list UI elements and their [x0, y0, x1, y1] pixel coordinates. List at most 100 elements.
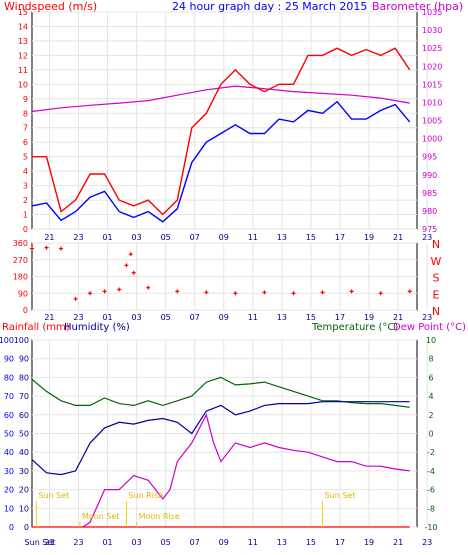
- wind-x-tick: 23: [422, 233, 432, 242]
- direction-point: [378, 291, 383, 296]
- baro-y-ticks: 975 980 985 990 995 1000 1005 1010 1015 1020 1025 1…: [422, 8, 442, 234]
- baro-y-tick: 975: [422, 225, 437, 234]
- rain-x-tick: 19: [364, 538, 374, 547]
- rain-x-tick: 11: [248, 538, 258, 547]
- wind-x-tick: 09: [219, 233, 229, 242]
- direction-point: [320, 290, 325, 295]
- wind-x-tick: 19: [364, 233, 374, 242]
- wind-y-tick: 7: [23, 124, 28, 133]
- humidity-y-tick: 40: [19, 448, 29, 457]
- direction-x-tick: 19: [364, 313, 374, 322]
- temperature-y-tick: 4: [428, 392, 433, 401]
- rain-x-tick: 21: [44, 538, 54, 547]
- direction-x-tick: 17: [335, 313, 345, 322]
- temperature-y-tick: 0: [428, 430, 433, 439]
- astro-annotations: Sun Set Moon Set Sun Rise Moon Rise Sun Set: [35, 491, 355, 527]
- direction-x-tick: 21: [44, 313, 54, 322]
- wind-x-tick: 23: [73, 233, 83, 242]
- wind-x-tick: 17: [335, 233, 345, 242]
- wind-y-tick: 9: [23, 95, 28, 104]
- wind-y-tick: 4: [23, 167, 28, 176]
- direction-y-tick: 90: [18, 289, 28, 298]
- temperature-y-tick: 10: [426, 336, 436, 345]
- humidity-y-ticks: 0 0 10 10 20 20 30 30 40 40 50 50 60 60 70 70 80 80 90 90 10…: [0, 336, 29, 532]
- astro-label: Sun Set: [38, 491, 69, 500]
- direction-grid: [32, 242, 428, 311]
- direction-point: [131, 270, 136, 275]
- barometer-line: [31, 85, 410, 113]
- direction-x-tick: 01: [102, 313, 112, 322]
- rain-x-tick: 03: [132, 538, 142, 547]
- temperature-y-tick: -2: [427, 448, 435, 457]
- rain-lines: [31, 376, 410, 528]
- rain-y-tick: 90: [4, 355, 14, 364]
- wind-y-tick: 10: [18, 80, 28, 89]
- compass-label: S: [433, 272, 440, 285]
- rain-y-tick: 20: [4, 486, 14, 495]
- humidity-ylabel: Humidity (%): [64, 322, 130, 333]
- compass-label: N: [432, 305, 440, 318]
- baro-y-tick: 990: [422, 171, 437, 180]
- rain-x-tick: 21: [393, 538, 403, 547]
- wind-y-tick: 14: [18, 22, 28, 31]
- baro-y-tick: 1025: [422, 44, 442, 53]
- wind-x-tick: 11: [248, 233, 258, 242]
- baro-y-tick: 985: [422, 189, 437, 198]
- baro-y-tick: 1035: [422, 8, 442, 17]
- rain-x-tick: 09: [219, 538, 229, 547]
- rain-x-tick: 15: [306, 538, 316, 547]
- rain-y-tick: 0: [9, 523, 14, 532]
- rain-y-tick: 70: [4, 392, 14, 401]
- temperature-y-tick: 6: [428, 373, 433, 382]
- wind-gust-line: [32, 47, 411, 216]
- compass-label: E: [433, 288, 440, 301]
- direction-point: [128, 252, 133, 257]
- dewpoint-ylabel: Dew Point (°C): [393, 322, 466, 333]
- temperature-y-tick: 8: [428, 355, 433, 364]
- direction-point: [175, 289, 180, 294]
- rain-y-tick: 50: [4, 430, 14, 439]
- wind-y-tick: 15: [18, 8, 28, 17]
- temperature-y-tick: -8: [427, 504, 435, 513]
- wind-y-tick: 2: [23, 196, 28, 205]
- compass-label: N: [432, 238, 440, 251]
- baro-y-tick: 1020: [422, 62, 442, 71]
- temperature-ylabel: Temperature (°C): [311, 322, 398, 333]
- astro-label: Moon Set: [82, 512, 119, 521]
- astro-label: Sun Rise: [128, 491, 163, 500]
- wind-x-tick: 07: [190, 233, 200, 242]
- direction-point: [233, 291, 238, 296]
- temperature-y-tick: -4: [427, 467, 435, 476]
- chart-title: 24 hour graph day : 25 March 2015: [172, 0, 367, 13]
- rainfall-ylabel: Rainfall (mm): [2, 322, 70, 333]
- wind-y-tick: 0: [23, 225, 28, 234]
- baro-y-tick: 995: [422, 153, 437, 162]
- rain-y-tick: 60: [4, 411, 14, 420]
- wind-y-tick: 8: [23, 109, 28, 118]
- rain-x-tick: 07: [190, 538, 200, 547]
- humidity-y-tick: 50: [19, 430, 29, 439]
- direction-points: [30, 245, 412, 301]
- direction-y-tick: 360: [13, 239, 28, 248]
- direction-x-ticks: 21 23 01 03 05 07 09 11 13 15 17 19 21 23: [44, 313, 432, 322]
- baro-y-tick: 1030: [422, 26, 442, 35]
- direction-x-tick: 03: [132, 313, 142, 322]
- direction-point: [349, 289, 354, 294]
- wind-baro-grid: [32, 11, 428, 230]
- direction-point: [124, 263, 129, 268]
- direction-x-tick: 13: [277, 313, 287, 322]
- humidity-y-tick: 90: [19, 355, 29, 364]
- direction-point: [291, 291, 296, 296]
- wind-y-tick: 12: [18, 51, 28, 60]
- wind-x-tick: 01: [102, 233, 112, 242]
- rain-x-tick: Sun Set: [25, 538, 56, 547]
- wind-baro-frame: [31, 11, 418, 230]
- direction-y-ticks: 0 90 180 270 360: [13, 239, 28, 315]
- direction-x-tick: 07: [190, 313, 200, 322]
- direction-point: [88, 291, 93, 296]
- humidity-y-tick: 0: [24, 523, 29, 532]
